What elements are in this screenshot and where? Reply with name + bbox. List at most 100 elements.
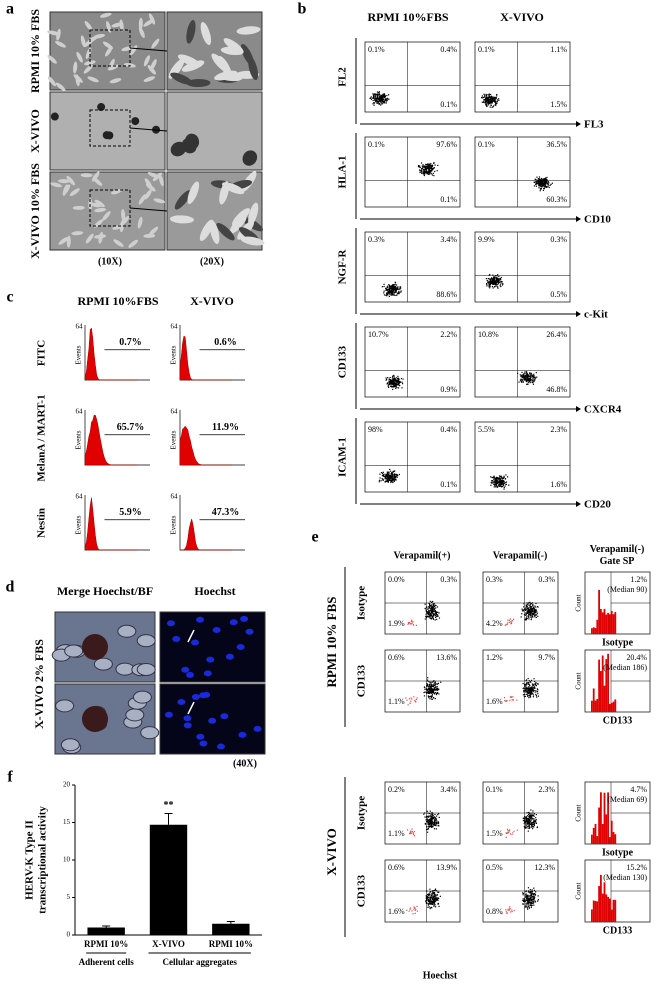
dot xyxy=(437,899,439,901)
column-header: X-VIVO xyxy=(190,294,234,308)
dot xyxy=(389,376,391,379)
dot xyxy=(525,904,527,906)
dot xyxy=(497,281,499,283)
dot xyxy=(393,476,395,479)
quadrant-value: 0.6% xyxy=(388,653,405,662)
dot xyxy=(488,104,490,106)
dot xyxy=(425,166,427,168)
dot xyxy=(496,285,498,287)
dot xyxy=(544,177,547,179)
dot xyxy=(531,602,534,604)
row-label: Isotype xyxy=(356,796,368,830)
dot xyxy=(427,166,429,168)
dot xyxy=(398,292,400,294)
dot xyxy=(429,689,432,692)
dot xyxy=(521,610,524,612)
dot xyxy=(489,95,491,98)
dot xyxy=(535,179,537,181)
dot xyxy=(429,683,431,685)
dot xyxy=(426,896,428,898)
dot xyxy=(425,163,427,166)
panel-label: f xyxy=(7,769,13,786)
dot xyxy=(429,172,431,174)
dot xyxy=(435,691,437,694)
dot xyxy=(488,274,490,276)
dot xyxy=(423,172,425,174)
cell xyxy=(158,174,164,187)
dot xyxy=(434,901,436,903)
dot xyxy=(546,176,548,179)
dot xyxy=(536,688,538,690)
dot xyxy=(430,681,432,683)
quadrant-value: 1.9% xyxy=(388,619,405,628)
nucleus xyxy=(199,740,208,747)
dot xyxy=(525,614,527,616)
dot xyxy=(390,286,392,288)
dot xyxy=(431,174,434,176)
dot xyxy=(429,606,431,608)
dot xyxy=(535,614,537,616)
y-axis-label: Events xyxy=(75,515,83,534)
dot xyxy=(497,281,499,284)
dot xyxy=(547,183,549,185)
dot xyxy=(527,683,530,685)
dot xyxy=(399,288,401,290)
histogram xyxy=(84,497,137,551)
dot xyxy=(531,889,533,891)
panel-label: c xyxy=(6,289,13,306)
histogram-bin xyxy=(605,814,608,844)
dot xyxy=(394,383,396,385)
nucleus xyxy=(191,694,200,701)
dot xyxy=(426,611,428,613)
dot xyxy=(524,693,526,696)
dot xyxy=(437,682,440,684)
x-axis-label: CD10 xyxy=(584,214,611,226)
dot xyxy=(529,612,531,614)
dot xyxy=(431,818,433,820)
nucleus xyxy=(245,628,254,635)
y-max: 64 xyxy=(76,493,84,501)
dot xyxy=(376,96,378,98)
dot xyxy=(527,603,529,606)
dot xyxy=(490,98,493,100)
dot xyxy=(386,476,388,478)
dot xyxy=(529,689,531,691)
histogram-bin xyxy=(594,700,597,712)
dot xyxy=(382,101,384,103)
dot xyxy=(379,477,381,479)
dot xyxy=(492,96,494,98)
dot xyxy=(381,478,383,480)
dot xyxy=(432,610,435,613)
dot xyxy=(522,610,525,612)
dot xyxy=(492,274,494,276)
dot xyxy=(481,101,483,103)
dot xyxy=(423,174,425,176)
dot xyxy=(378,94,380,96)
gate-value: 5.9% xyxy=(119,507,142,518)
dot xyxy=(544,182,547,184)
dot xyxy=(496,486,498,488)
dot xyxy=(524,378,526,381)
column-header: Merge Hoechst/BF xyxy=(57,584,153,598)
dot xyxy=(521,371,523,374)
dot xyxy=(491,476,493,479)
dot xyxy=(533,824,535,826)
dot xyxy=(374,94,376,96)
cell xyxy=(93,219,104,228)
dot xyxy=(533,373,535,375)
cell xyxy=(102,211,111,221)
cell xyxy=(85,233,94,244)
dot xyxy=(436,611,438,613)
dot xyxy=(505,911,507,913)
dot xyxy=(497,280,499,283)
dot xyxy=(398,292,400,295)
dot xyxy=(426,685,428,687)
dot xyxy=(532,613,535,615)
dot xyxy=(424,812,426,814)
dot xyxy=(391,475,393,477)
dot xyxy=(525,906,527,908)
dot xyxy=(530,612,532,614)
dot xyxy=(530,610,532,612)
dot xyxy=(527,830,529,832)
dot xyxy=(532,377,534,379)
